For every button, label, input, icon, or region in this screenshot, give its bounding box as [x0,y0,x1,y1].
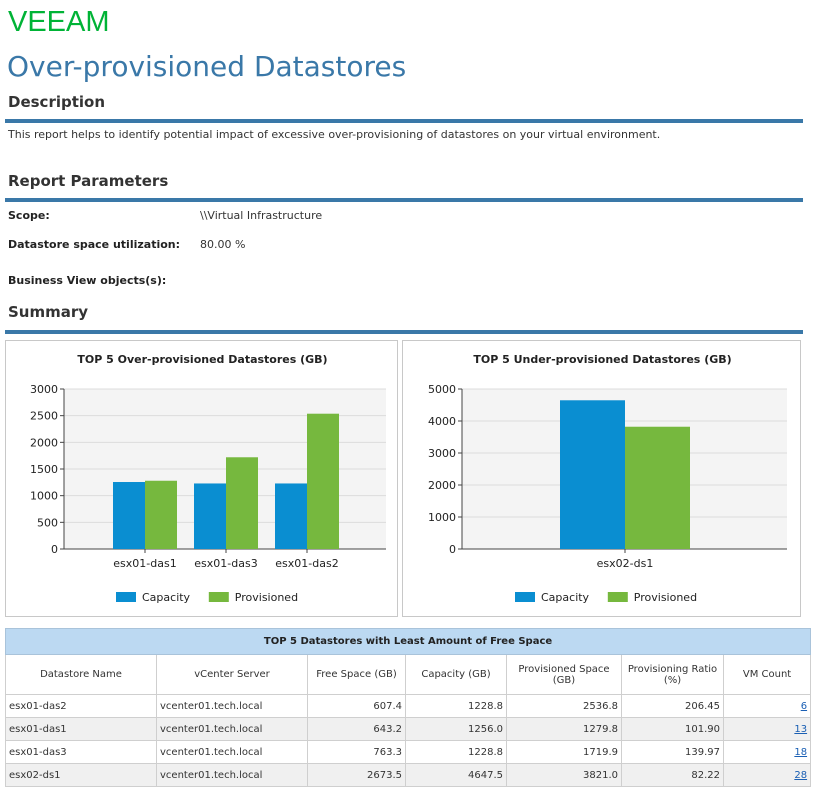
table-cell: 6 [722,694,812,718]
table-cell: 1279.8 [506,717,622,741]
y-tick-label: 1000 [30,490,58,503]
y-tick-label: 1000 [428,511,456,524]
table-cell: esx01-das3 [5,740,157,764]
report-parameters-heading: Report Parameters [8,172,169,190]
y-tick-label: 1500 [30,463,58,476]
x-tick-label: esx01-das3 [194,557,257,570]
column-header: vCenter Server [156,654,308,695]
bar-capacity-esx01-das1 [113,482,145,549]
table-cell: 643.2 [307,717,406,741]
table-cell: 1719.9 [506,740,622,764]
over-provisioned-chart-svg: TOP 5 Over-provisioned Datastores (GB) 0 5… [30,353,386,604]
y-tick-label: 2000 [30,436,58,449]
table-cell: 139.97 [621,740,724,764]
y-tick-label: 2500 [30,410,58,423]
utilization-value: 80.00 % [200,238,246,251]
summary-heading: Summary [8,303,89,321]
chart-title: TOP 5 Over-provisioned Datastores (GB) [77,353,327,366]
y-tick-label: 0 [449,543,456,556]
table-cell: 2536.8 [506,694,622,718]
y-tick-label: 500 [37,516,58,529]
y-tick-label: 4000 [428,415,456,428]
table-title: TOP 5 Datastores with Least Amount of Fr… [4,628,812,655]
y-tick-label: 3000 [30,383,58,396]
legend-label-provisioned: Provisioned [634,591,697,604]
legend-label-provisioned: Provisioned [235,591,298,604]
bar-provisioned-esx01-das2 [307,413,339,549]
table-cell: vcenter01.tech.local [156,740,308,764]
scope-value: \\Virtual Infrastructure [200,209,323,222]
table-cell: 13 [722,717,812,741]
table-cell: 3821.0 [506,763,622,787]
page-title: Over-provisioned Datastores [7,50,407,83]
table-cell: esx01-das1 [5,717,157,741]
legend-swatch-capacity [515,592,535,602]
table-row: esx01-das1 vcenter01.tech.local 643.2 1256.… [5,717,812,741]
description-rule [5,119,803,123]
column-header: Provisioning Ratio (%) [621,654,724,695]
x-tick-label: esx01-das1 [113,557,176,570]
table-cell: esx02-ds1 [5,763,157,787]
column-header: Free Space (GB) [307,654,406,695]
bar-capacity-esx01-das3 [194,483,226,549]
table-cell: 2673.5 [307,763,406,787]
y-tick-label: 5000 [428,383,456,396]
y-tick-label: 3000 [428,447,456,460]
bar-provisioned-esx01-das1 [145,480,177,549]
vm-count-link[interactable]: 18 [794,746,808,758]
business-view-label: Business View objects(s): [8,274,167,287]
table-cell: vcenter01.tech.local [156,694,308,718]
table-cell: 101.90 [621,717,724,741]
scope-label: Scope: [8,209,50,222]
column-header: VM Count [722,654,812,695]
vm-count-link[interactable]: 28 [794,769,808,781]
legend-swatch-capacity [116,592,136,602]
legend-swatch-provisioned [208,592,229,602]
column-header: Datastore Name [5,654,157,695]
under-provisioned-chart-svg: TOP 5 Under-provisioned Datastores (GB) 0… [428,353,787,604]
table-cell: 607.4 [307,694,406,718]
table-cell: 1228.8 [405,740,507,764]
description-text: This report helps to identify potential … [8,128,661,141]
summary-rule [5,330,803,334]
description-heading: Description [8,93,106,111]
bar-capacity-esx01-das2 [275,483,307,549]
table-cell: 763.3 [307,740,406,764]
table-row: esx01-das2 vcenter01.tech.local 607.4 1228.… [5,694,812,718]
y-tick-label: 2000 [428,479,456,492]
parameters-rule [5,198,803,202]
bar-capacity-esx02-ds1 [560,400,625,549]
x-tick-label: esx01-das2 [275,557,338,570]
under-provisioned-chart: TOP 5 Under-provisioned Datastores (GB) 0… [402,340,801,617]
free-space-table: TOP 5 Datastores with Least Amount of Fr… [4,628,812,787]
column-header: Provisioned Space (GB) [506,654,622,695]
y-tick-label: 0 [51,543,58,556]
table-cell: 4647.5 [405,763,507,787]
chart-title: TOP 5 Under-provisioned Datastores (GB) [473,353,731,366]
table-cell: 82.22 [621,763,724,787]
table-cell: 1256.0 [405,717,507,741]
table-cell: 206.45 [621,694,724,718]
table-cell: esx01-das2 [5,694,157,718]
legend-label-capacity: Capacity [541,591,590,604]
table-cell: 28 [722,763,812,787]
table-cell: vcenter01.tech.local [156,717,308,741]
x-tick-label: esx02-ds1 [597,557,654,570]
utilization-label: Datastore space utilization: [8,238,181,251]
table-cell: 18 [722,740,812,764]
bar-provisioned-esx01-das3 [226,457,258,549]
bar-provisioned-esx02-ds1 [625,426,690,549]
vm-count-link[interactable]: 13 [794,723,808,735]
legend-swatch-provisioned [607,592,628,602]
vm-count-link[interactable]: 6 [800,700,808,712]
legend-label-capacity: Capacity [142,591,191,604]
table-cell: 1228.8 [405,694,507,718]
table-cell: vcenter01.tech.local [156,763,308,787]
table-row: esx01-das3 vcenter01.tech.local 763.3 1228.… [5,740,812,764]
table-row: esx02-ds1 vcenter01.tech.local 2673.5 4647.… [5,763,812,787]
over-provisioned-chart: TOP 5 Over-provisioned Datastores (GB) 0 5… [5,340,398,617]
column-header: Capacity (GB) [405,654,507,695]
veeam-logo: VEEAM [8,6,110,38]
